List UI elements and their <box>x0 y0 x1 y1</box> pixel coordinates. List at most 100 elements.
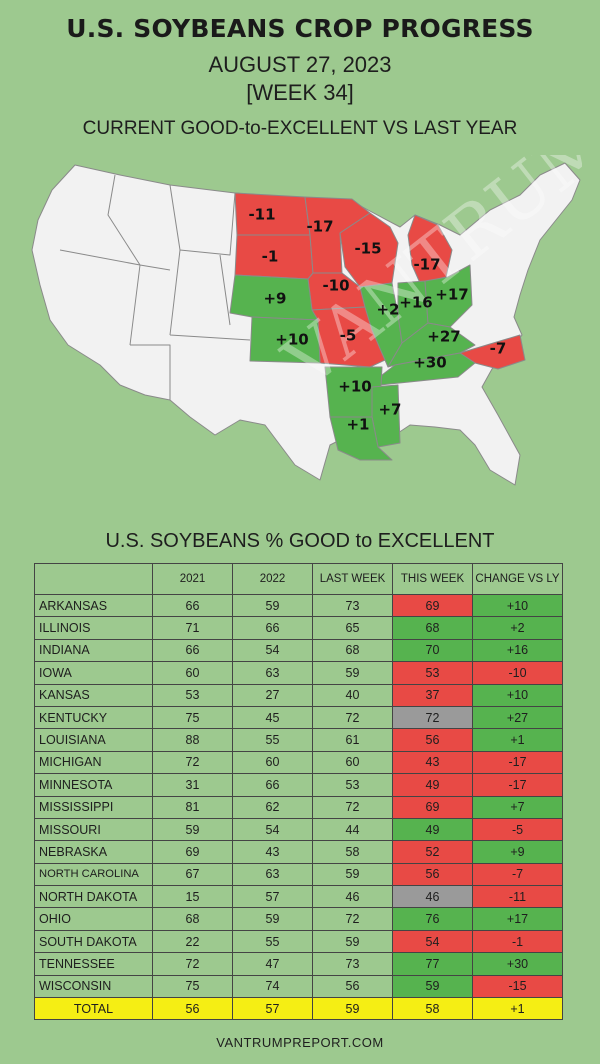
value-2022: 74 <box>232 974 313 999</box>
value-change: -11 <box>472 885 563 909</box>
value-2022: 55 <box>232 728 313 752</box>
label-louisiana: +1 <box>346 416 369 434</box>
state-name: MISSISSIPPI <box>34 795 153 819</box>
value-2022: 66 <box>232 616 313 640</box>
label-nebraska: +9 <box>263 290 286 308</box>
value-2021: 88 <box>152 728 233 752</box>
value-change: -1 <box>472 929 563 954</box>
value-2022: 47 <box>232 952 313 976</box>
value-last-week: 58 <box>312 840 393 864</box>
value-change: -17 <box>472 750 563 775</box>
total-change: +1 <box>472 997 563 1021</box>
table-row: MISSOURI 59 54 44 49 -5 <box>34 817 563 842</box>
value-change: +10 <box>472 593 563 618</box>
value-last-week: 73 <box>312 593 393 618</box>
value-change: +2 <box>472 616 563 640</box>
value-2022: 43 <box>232 840 313 864</box>
value-2021: 72 <box>152 750 233 775</box>
total-2022: 57 <box>232 997 313 1021</box>
total-2021: 56 <box>152 997 233 1021</box>
value-2021: 22 <box>152 929 233 954</box>
state-name: MINNESOTA <box>34 773 153 797</box>
us-map: VANTRUMP -11 -17 -1 -15 -17 -10 +9 +10 -… <box>31 155 582 486</box>
value-this-week: 77 <box>392 952 473 976</box>
value-2021: 59 <box>152 817 233 842</box>
value-2022: 57 <box>232 885 313 909</box>
table-row: SOUTH DAKOTA 22 55 59 54 -1 <box>34 929 563 954</box>
value-change: +27 <box>472 705 563 730</box>
value-2022: 59 <box>232 593 313 618</box>
label-illinois: +2 <box>376 301 399 319</box>
value-last-week: 56 <box>312 974 393 999</box>
value-2021: 31 <box>152 773 233 797</box>
value-this-week: 69 <box>392 795 473 819</box>
state-name: OHIO <box>34 907 153 931</box>
total-row: TOTAL 56 57 59 58 +1 <box>34 997 563 1021</box>
value-2022: 59 <box>232 907 313 931</box>
value-2022: 27 <box>232 683 313 707</box>
value-this-week: 69 <box>392 593 473 618</box>
value-this-week: 70 <box>392 638 473 663</box>
value-this-week: 46 <box>392 885 473 909</box>
label-north-dakota: -11 <box>248 206 275 224</box>
table-row: LOUISIANA 88 55 61 56 +1 <box>34 728 563 752</box>
value-2021: 53 <box>152 683 233 707</box>
value-2022: 62 <box>232 795 313 819</box>
table-row: NORTH DAKOTA 15 57 46 46 -11 <box>34 885 563 909</box>
table-row: KANSAS 53 27 40 37 +10 <box>34 683 563 707</box>
report-week: [WEEK 34] <box>246 80 354 105</box>
value-2021: 60 <box>152 661 233 685</box>
total-label: TOTAL <box>34 997 153 1021</box>
value-2021: 71 <box>152 616 233 640</box>
page-title: U.S. SOYBEANS CROP PROGRESS <box>66 14 534 43</box>
value-last-week: 59 <box>312 661 393 685</box>
value-2021: 72 <box>152 952 233 976</box>
state-name: INDIANA <box>34 638 153 663</box>
state-name: LOUISIANA <box>34 728 153 752</box>
value-this-week: 76 <box>392 907 473 931</box>
state-minnesota <box>304 196 371 274</box>
value-last-week: 59 <box>312 929 393 954</box>
value-last-week: 72 <box>312 907 393 931</box>
table-row: TENNESSEE 72 47 73 77 +30 <box>34 952 563 976</box>
value-2022: 45 <box>232 705 313 730</box>
value-last-week: 44 <box>312 817 393 842</box>
state-name: TENNESSEE <box>34 952 153 976</box>
total-this-week: 58 <box>392 997 473 1021</box>
label-arkansas: +10 <box>338 378 371 396</box>
label-south-dakota: -1 <box>262 248 279 266</box>
header-this-week: THIS WEEK <box>392 563 473 595</box>
table-row: IOWA 60 63 59 53 -10 <box>34 661 563 685</box>
state-name: IOWA <box>34 661 153 685</box>
value-2021: 66 <box>152 593 233 618</box>
header-change: CHANGE VS LY <box>472 563 563 595</box>
value-this-week: 49 <box>392 817 473 842</box>
label-ohio: +17 <box>435 286 468 304</box>
value-last-week: 68 <box>312 638 393 663</box>
table-row: ARKANSAS 66 59 73 69 +10 <box>34 593 563 618</box>
table-row: WISCONSIN 75 74 56 59 -15 <box>34 974 563 999</box>
value-this-week: 68 <box>392 616 473 640</box>
state-name: ILLINOIS <box>34 616 153 640</box>
state-louisiana <box>329 416 393 461</box>
value-change: -5 <box>472 817 563 842</box>
value-last-week: 65 <box>312 616 393 640</box>
header-corner <box>34 563 153 595</box>
value-last-week: 72 <box>312 795 393 819</box>
value-this-week: 37 <box>392 683 473 707</box>
value-change: +10 <box>472 683 563 707</box>
label-kansas: +10 <box>275 331 308 349</box>
state-name: KENTUCKY <box>34 705 153 730</box>
state-name: WISCONSIN <box>34 974 153 999</box>
value-change: +1 <box>472 728 563 752</box>
map-subtitle: CURRENT GOOD-to-EXCELLENT VS LAST YEAR <box>82 118 518 139</box>
label-indiana: +16 <box>399 294 432 312</box>
value-2021: 75 <box>152 705 233 730</box>
label-missouri: -5 <box>340 327 357 345</box>
value-last-week: 59 <box>312 862 393 887</box>
value-change: -10 <box>472 661 563 685</box>
value-change: +16 <box>472 638 563 663</box>
table-title: U.S. SOYBEANS % GOOD to EXCELLENT <box>105 530 495 552</box>
report-date: AUGUST 27, 2023 <box>208 52 392 77</box>
table-row: OHIO 68 59 72 76 +17 <box>34 907 563 931</box>
